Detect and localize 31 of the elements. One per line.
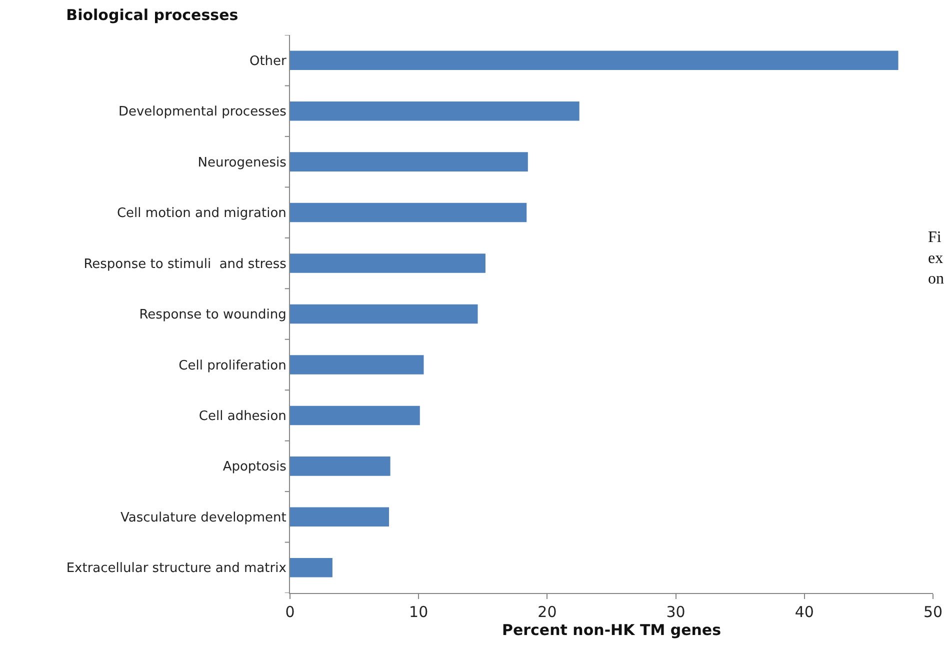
bar bbox=[290, 355, 424, 374]
bar bbox=[290, 254, 486, 273]
y-tick-label: Cell adhesion bbox=[198, 409, 286, 424]
y-tick-label: Developmental processes bbox=[118, 104, 287, 120]
bar bbox=[290, 101, 580, 121]
x-tick-label: 30 bbox=[666, 603, 686, 621]
y-tick-label: Cell proliferation bbox=[178, 358, 286, 374]
x-axis-title: Percent non-HK TM genes bbox=[502, 621, 722, 639]
bar bbox=[290, 50, 898, 70]
bar bbox=[290, 202, 527, 222]
y-tick-label: Response to stimuli and stress bbox=[84, 256, 287, 272]
y-tick-label: Vasculature development bbox=[120, 510, 286, 526]
y-tick-label: Apoptosis bbox=[222, 460, 287, 475]
bar bbox=[290, 406, 420, 426]
bar bbox=[290, 558, 332, 578]
bar bbox=[290, 456, 390, 476]
y-tick-label: Other bbox=[249, 54, 288, 69]
y-tick-label: Cell motion and migration bbox=[116, 206, 286, 222]
annotation: Fi ex on bbox=[928, 229, 944, 288]
x-tick-label: 10 bbox=[409, 603, 428, 621]
x-tick-label: 20 bbox=[538, 603, 557, 621]
x-tick-label: 50 bbox=[923, 603, 943, 621]
text: Biological processes bbox=[66, 6, 238, 24]
bar bbox=[290, 152, 528, 172]
x-tick-label: 40 bbox=[794, 603, 814, 621]
y-tick-label: Extracellular structure and matrix bbox=[66, 561, 287, 576]
y-tick-label: Response to wounding bbox=[139, 308, 286, 323]
bar bbox=[290, 304, 478, 324]
x-tick-label: 0 bbox=[285, 603, 295, 621]
y-tick-label: Neurogenesis bbox=[198, 155, 287, 170]
bar bbox=[290, 507, 390, 527]
